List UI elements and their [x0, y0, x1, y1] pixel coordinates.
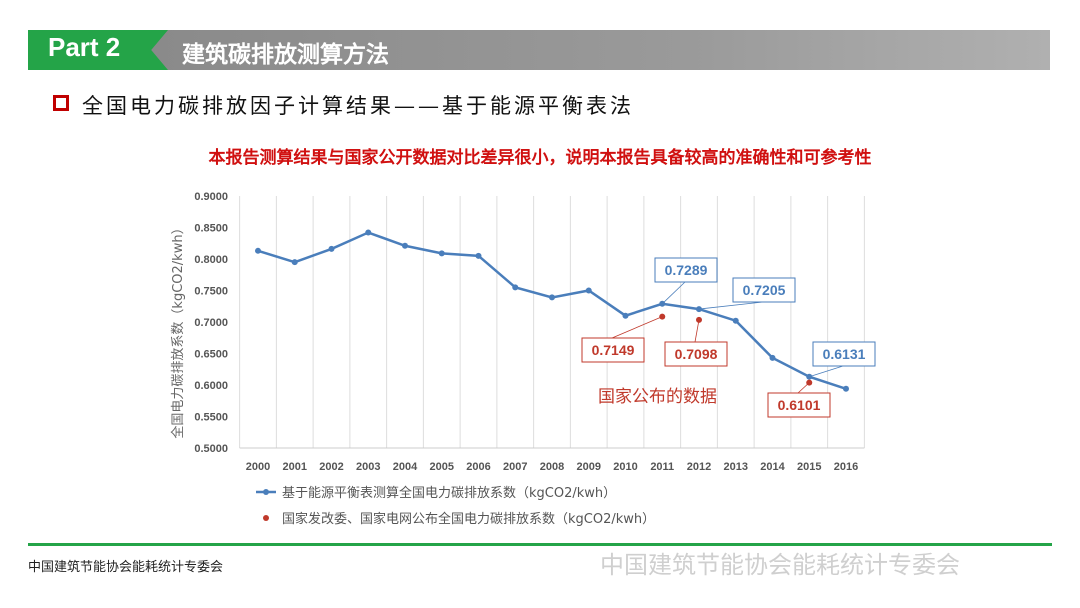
- data-point: [402, 242, 408, 249]
- y-tick-label: 0.5000: [194, 443, 228, 455]
- callout-leader: [698, 301, 764, 310]
- callout-box: [654, 257, 718, 283]
- x-tick-label: 2008: [540, 461, 564, 473]
- x-tick-label: 2011: [650, 461, 674, 473]
- series-line: [257, 231, 847, 390]
- x-tick-label: 2001: [283, 461, 307, 473]
- x-tick-label: 2014: [760, 461, 785, 473]
- y-tick-label: 0.6000: [194, 380, 228, 392]
- legend-label: 基于能源平衡表测算全国电力碳排放系数（kgCO2/kwh）: [282, 485, 616, 501]
- annotation-text: 国家公布的数据: [598, 387, 717, 407]
- callout-label: 0.6101: [778, 397, 821, 413]
- section-title: 建筑碳排放测算方法: [182, 42, 389, 68]
- highlight-text: 本报告测算结果与国家公开数据对比差异很小，说明本报告具备较高的准确性和可参考性: [208, 148, 872, 168]
- data-point: [512, 284, 519, 291]
- callout-box: [732, 277, 796, 303]
- callout-label: 0.6131: [823, 346, 866, 362]
- x-tick-label: 2006: [466, 461, 490, 473]
- x-tick-label: 2000: [246, 461, 270, 473]
- callout-label: 0.7289: [665, 262, 708, 278]
- slide-subtitle: 全国电力碳排放因子计算结果——基于能源平衡表法: [82, 94, 634, 118]
- callout-box: [664, 341, 728, 367]
- data-point: [328, 245, 335, 252]
- footer-divider: [28, 543, 1052, 546]
- part-label: Part 2: [48, 32, 121, 62]
- x-tick-label: 2010: [613, 461, 637, 473]
- x-tick-label: 2005: [430, 461, 454, 473]
- callout-box: [812, 341, 876, 367]
- data-point: [438, 250, 445, 257]
- callout-leader: [694, 319, 700, 343]
- callout-label: 0.7205: [743, 282, 786, 298]
- data-point: [475, 252, 482, 259]
- callout-leader: [611, 316, 663, 339]
- callout-label: 0.7149: [592, 342, 635, 358]
- callout-box: [581, 337, 645, 363]
- header-bar: [150, 30, 1050, 70]
- y-tick-label: 0.7500: [194, 286, 228, 298]
- y-tick-label: 0.5500: [194, 412, 228, 424]
- callout-box: [767, 392, 831, 418]
- data-point: [843, 385, 849, 392]
- legend-label: 国家发改委、国家电网公布全国电力碳排放系数（kgCO2/kwh）: [282, 511, 655, 527]
- x-tick-label: 2015: [797, 461, 821, 473]
- data-point: [291, 259, 298, 266]
- data-point: [585, 287, 592, 294]
- y-tick-label: 0.6500: [194, 349, 228, 361]
- y-axis-label: 全国电力碳排放系数（kgCO2/kwh）: [170, 221, 186, 438]
- callout-label: 0.7098: [675, 346, 718, 362]
- x-tick-label: 2009: [577, 461, 601, 473]
- y-tick-label: 0.8000: [194, 254, 228, 266]
- data-point: [732, 317, 739, 324]
- data-point: [255, 247, 261, 254]
- y-tick-label: 0.9000: [194, 191, 228, 203]
- data-point: [622, 312, 629, 319]
- part-badge: [28, 30, 168, 70]
- y-tick-label: 0.8500: [194, 223, 228, 235]
- legend-marker-icon: [263, 515, 269, 521]
- x-tick-label: 2003: [356, 461, 380, 473]
- callout-leader: [661, 281, 686, 305]
- data-point: [549, 294, 555, 301]
- x-tick-label: 2013: [724, 461, 748, 473]
- x-tick-label: 2002: [319, 461, 343, 473]
- x-tick-label: 2012: [687, 461, 711, 473]
- callout-leader: [809, 365, 844, 378]
- data-point: [769, 354, 776, 361]
- y-tick-label: 0.7000: [194, 317, 228, 329]
- data-point: [365, 229, 372, 236]
- legend-marker-icon: [263, 489, 269, 495]
- x-tick-label: 2016: [834, 461, 858, 473]
- x-tick-label: 2007: [503, 461, 527, 473]
- bullet-square-icon: [53, 95, 69, 111]
- watermark: 中国建筑节能协会能耗统计专委会: [600, 551, 960, 579]
- footer-org: 中国建筑节能协会能耗统计专委会: [28, 560, 224, 575]
- x-tick-label: 2004: [393, 461, 418, 473]
- callout-leader: [797, 382, 810, 394]
